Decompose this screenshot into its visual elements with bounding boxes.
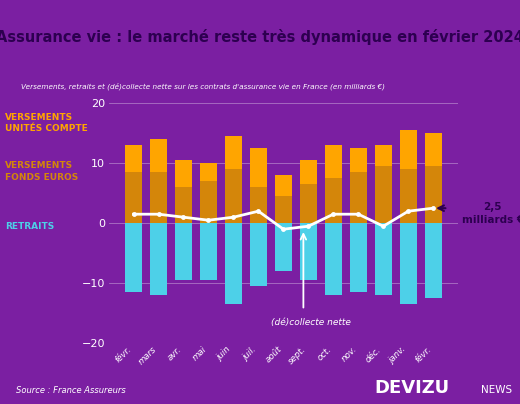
Text: DEVIZU: DEVIZU [374, 379, 449, 397]
Bar [375, 166, 392, 223]
Bar [400, 169, 417, 223]
Bar [325, 178, 342, 223]
Bar [150, 172, 167, 223]
Bar [275, 175, 292, 196]
Text: Assurance vie : le marché reste très dynamique en février 2024: Assurance vie : le marché reste très dyn… [0, 29, 520, 45]
Bar [250, 223, 267, 286]
Bar [300, 160, 317, 184]
Text: 2,5
milliards €: 2,5 milliards € [462, 202, 520, 225]
Bar [375, 223, 392, 295]
Bar [200, 181, 217, 223]
Bar [200, 163, 217, 181]
Bar [225, 136, 242, 169]
Bar [400, 223, 417, 304]
Bar [425, 166, 442, 223]
Bar [225, 169, 242, 223]
Bar [275, 196, 292, 223]
Bar [150, 223, 167, 295]
Bar [350, 172, 367, 223]
Bar [175, 187, 192, 223]
Bar [125, 223, 142, 292]
Bar [325, 145, 342, 178]
Bar [250, 148, 267, 187]
Bar [350, 148, 367, 172]
Bar [150, 139, 167, 172]
Text: VERSEMENTS
UNITÉS COMPTE: VERSEMENTS UNITÉS COMPTE [5, 113, 88, 133]
Bar [375, 145, 392, 166]
Text: RETRAITS: RETRAITS [5, 222, 55, 231]
Text: VERSEMENTS
FONDS EUROS: VERSEMENTS FONDS EUROS [5, 162, 79, 182]
Bar [350, 223, 367, 292]
Bar [325, 223, 342, 295]
Bar [200, 223, 217, 280]
Bar [400, 130, 417, 169]
Bar [425, 223, 442, 298]
Bar [425, 133, 442, 166]
Bar [175, 223, 192, 280]
Bar [250, 187, 267, 223]
Bar [125, 145, 142, 172]
Bar [125, 172, 142, 223]
Text: Source : France Assureurs: Source : France Assureurs [16, 386, 125, 395]
Bar [175, 160, 192, 187]
Text: (dé)collecte nette: (dé)collecte nette [271, 318, 351, 327]
Bar [300, 184, 317, 223]
Bar [300, 223, 317, 280]
Text: Versements, retraits et (dé)collecte nette sur les contrats d'assurance vie en F: Versements, retraits et (dé)collecte net… [21, 83, 385, 90]
Text: NEWS: NEWS [481, 385, 512, 395]
Bar [225, 223, 242, 304]
Bar [275, 223, 292, 271]
